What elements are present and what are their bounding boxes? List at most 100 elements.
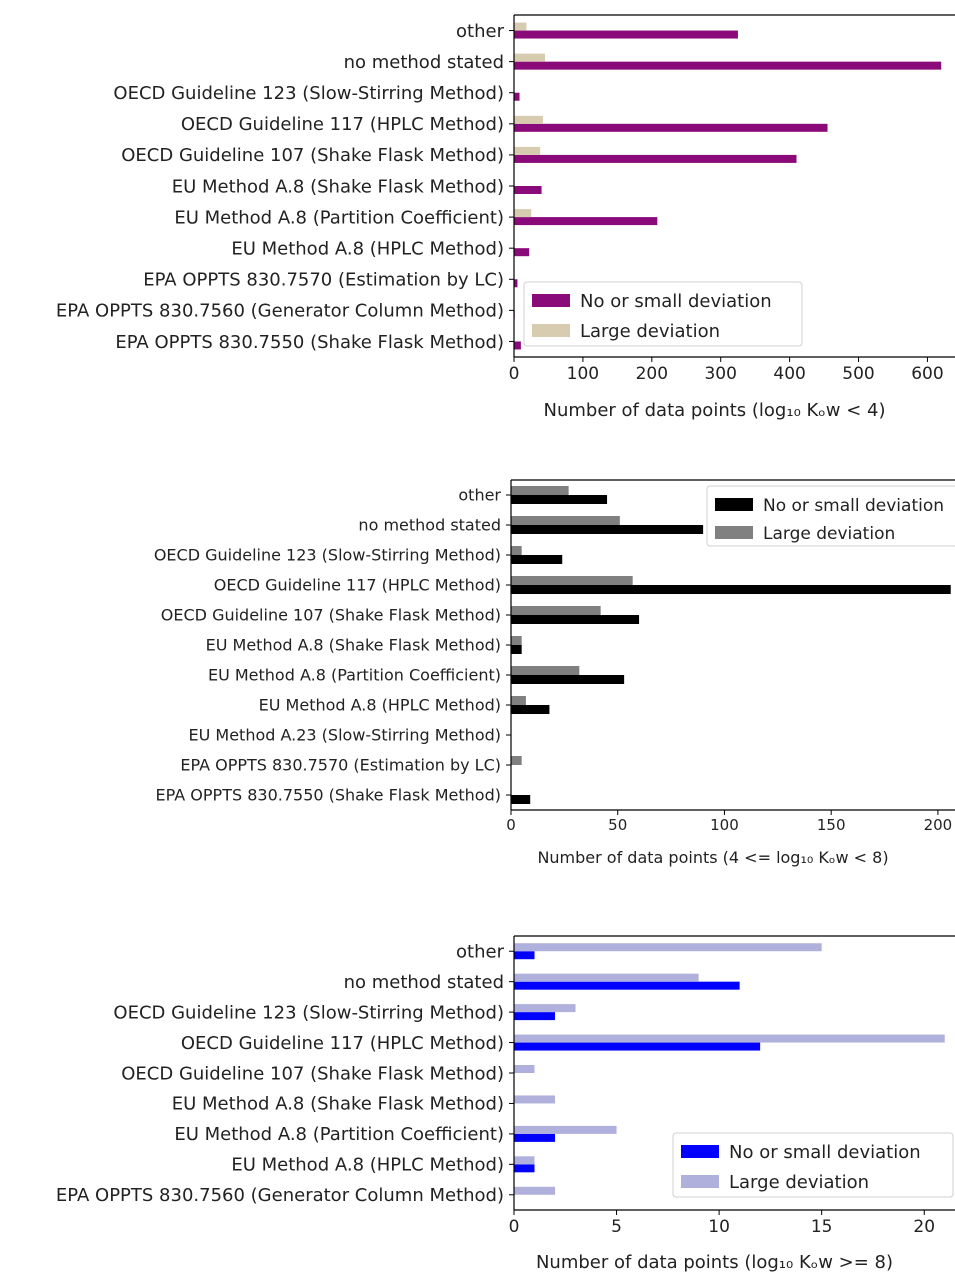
bar-small-deviation xyxy=(511,495,608,504)
x-axis-title: Number of data points (log₁₀ Kₒᴡ >= 8) xyxy=(536,1252,893,1273)
x-tick-label: 150 xyxy=(817,816,846,834)
category-label: EPA OPPTS 830.7570 (Estimation by LC) xyxy=(180,756,501,775)
category-label: EU Method A.8 (HPLC Method) xyxy=(259,696,501,715)
x-tick-label: 400 xyxy=(773,364,805,384)
x-tick-label: 50 xyxy=(608,816,627,834)
legend-swatch xyxy=(532,324,570,337)
bar-small-deviation xyxy=(511,795,531,804)
legend-swatch xyxy=(681,1175,719,1188)
x-tick-label: 0 xyxy=(509,364,520,384)
category-label: OECD Guideline 123 (Slow-Stirring Method… xyxy=(154,546,501,565)
category-label: EU Method A.23 (Slow-Stirring Method) xyxy=(188,726,501,745)
bar-small-deviation xyxy=(514,1042,761,1051)
legend: No or small deviation Large deviation xyxy=(523,281,803,347)
bar-small-deviation xyxy=(511,615,640,624)
legend-swatch xyxy=(715,498,753,511)
legend: No or small deviation Large deviation xyxy=(672,1132,954,1198)
category-label: OECD Guideline 117 (HPLC Method) xyxy=(214,576,501,595)
category-label: EU Method A.8 (HPLC Method) xyxy=(231,238,504,259)
legend-label: No or small deviation xyxy=(580,291,772,312)
bar-large-deviation xyxy=(514,209,532,218)
category-label: OECD Guideline 123 (Slow-Stirring Method… xyxy=(113,83,504,104)
legend-box xyxy=(523,281,803,347)
x-tick-label: 600 xyxy=(911,364,943,384)
category-label: other xyxy=(456,942,505,963)
legend-label: No or small deviation xyxy=(763,496,944,516)
legend-box xyxy=(706,485,955,547)
x-tick-label: 500 xyxy=(842,364,874,384)
bar-large-deviation xyxy=(514,943,822,952)
legend-swatch xyxy=(681,1145,719,1158)
legend: No or small deviation Large deviation xyxy=(706,485,955,547)
legend-label: No or small deviation xyxy=(729,1142,921,1163)
x-tick-label: 0 xyxy=(506,816,516,834)
category-label: EU Method A.8 (Partition Coefficient) xyxy=(174,1124,504,1145)
bar-large-deviation xyxy=(514,1065,535,1073)
bar-small-deviation xyxy=(511,525,704,534)
legend-label: Large deviation xyxy=(729,1172,869,1193)
category-label: EU Method A.8 (Shake Flask Method) xyxy=(206,636,501,655)
x-tick-label: 200 xyxy=(636,364,668,384)
bar-small-deviation xyxy=(511,645,522,654)
bar-large-deviation xyxy=(514,1186,556,1195)
x-tick-label: 15 xyxy=(811,1217,833,1237)
category-label: other xyxy=(458,486,501,505)
x-axis-title: Number of data points (log₁₀ Kₒᴡ < 4) xyxy=(544,400,886,421)
category-label: OECD Guideline 117 (HPLC Method) xyxy=(181,114,504,135)
legend-label: Large deviation xyxy=(763,524,895,544)
bar-small-deviation xyxy=(514,30,738,39)
bar-small-deviation xyxy=(511,705,550,714)
category-label: EPA OPPTS 830.7550 (Shake Flask Method) xyxy=(156,786,501,805)
category-label: EU Method A.8 (Partition Coefficient) xyxy=(208,666,501,685)
category-label: OECD Guideline 107 (Shake Flask Method) xyxy=(121,1063,504,1084)
bar-small-deviation xyxy=(514,248,530,257)
bar-large-deviation xyxy=(511,696,526,705)
bar-small-deviation xyxy=(514,61,942,70)
x-tick-label: 5 xyxy=(611,1217,622,1237)
category-label: OECD Guideline 117 (HPLC Method) xyxy=(181,1033,504,1054)
bar-large-deviation xyxy=(514,1156,535,1165)
chart-2: other no method stated OECD Guideline 123 … xyxy=(154,479,955,867)
category-label: EPA OPPTS 830.7560 (Generator Column Met… xyxy=(56,301,504,322)
x-tick-label: 300 xyxy=(704,364,736,384)
bar-small-deviation xyxy=(511,675,625,684)
x-tick-label: 100 xyxy=(567,364,599,384)
x-tick-label: 10 xyxy=(708,1217,730,1237)
bar-small-deviation xyxy=(511,585,951,594)
bar-small-deviation xyxy=(514,981,740,990)
bar-small-deviation xyxy=(514,186,542,194)
bar-small-deviation xyxy=(514,951,535,960)
bar-small-deviation xyxy=(514,123,828,132)
bar-large-deviation xyxy=(511,486,569,495)
bar-large-deviation xyxy=(511,516,620,525)
legend-box xyxy=(672,1132,954,1198)
category-label: no method stated xyxy=(358,516,501,535)
bar-large-deviation xyxy=(514,973,699,982)
bar-large-deviation xyxy=(514,22,527,31)
x-tick-label: 20 xyxy=(913,1217,935,1237)
bar-large-deviation xyxy=(514,1095,556,1104)
bar-large-deviation xyxy=(511,546,522,555)
bar-small-deviation xyxy=(514,279,518,288)
bar-large-deviation xyxy=(511,636,522,645)
bar-large-deviation xyxy=(514,115,543,124)
bar-large-deviation xyxy=(514,1004,576,1013)
legend-label: Large deviation xyxy=(580,321,720,342)
bar-small-deviation xyxy=(514,92,520,101)
category-label: EPA OPPTS 830.7560 (Generator Column Met… xyxy=(56,1185,504,1206)
chart-1: other no method stated OECD Guideline 123 … xyxy=(56,14,955,421)
bar-large-deviation xyxy=(514,53,546,62)
bar-small-deviation xyxy=(514,154,797,163)
bar-large-deviation xyxy=(514,1034,945,1043)
bar-small-deviation xyxy=(511,555,563,564)
category-label: OECD Guideline 123 (Slow-Stirring Method… xyxy=(113,1002,504,1023)
category-label: OECD Guideline 107 (Shake Flask Method) xyxy=(121,145,504,166)
category-label: EU Method A.8 (Partition Coefficient) xyxy=(174,207,504,228)
legend-swatch xyxy=(715,526,753,539)
bar-large-deviation xyxy=(511,666,580,675)
chart-3: other no method stated OECD Guideline 123 … xyxy=(56,935,955,1273)
x-axis-title: Number of data points (4 <= log₁₀ Kₒᴡ < … xyxy=(537,848,888,867)
bar-small-deviation xyxy=(514,1133,556,1142)
bar-small-deviation xyxy=(514,217,658,226)
